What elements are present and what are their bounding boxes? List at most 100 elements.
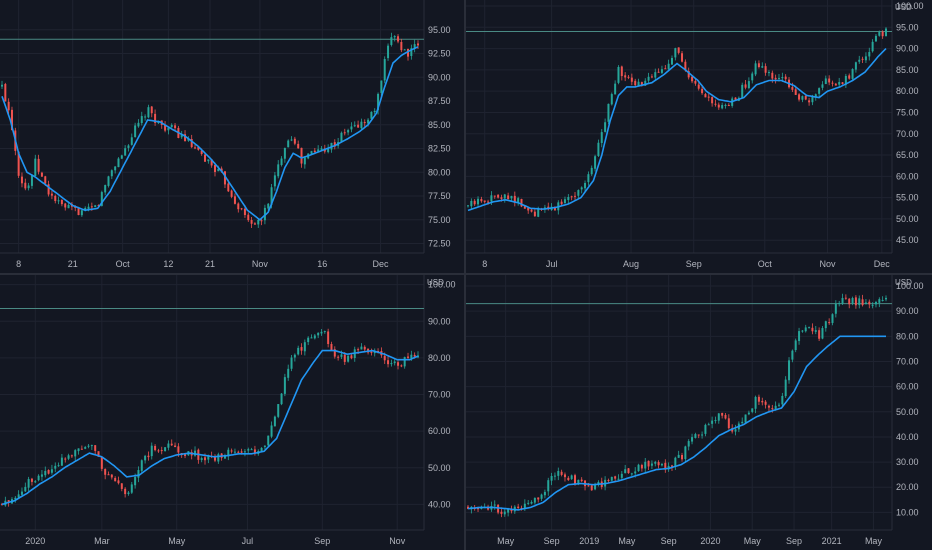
candle-body (701, 434, 704, 436)
candle-body (40, 474, 43, 477)
candle-body (50, 469, 53, 473)
candle-body (97, 205, 100, 207)
candle-body (714, 420, 717, 422)
candle-body (343, 132, 346, 134)
y-tick-label: 45.00 (896, 235, 919, 245)
candle-body (363, 346, 366, 350)
candle-body (640, 82, 643, 86)
candle-body (107, 176, 110, 186)
candle-body (327, 148, 330, 153)
candle-body (861, 299, 864, 306)
candle-body (560, 201, 563, 205)
candle-body (670, 465, 673, 467)
candle-body (834, 303, 837, 314)
candle-body (734, 429, 737, 432)
candle-body (267, 203, 270, 209)
candle-body (383, 59, 386, 81)
candle-body (410, 48, 413, 57)
y-tick-label: 95.00 (428, 25, 451, 35)
candle-body (510, 509, 513, 512)
candle-body (94, 445, 97, 451)
candle-body (597, 142, 600, 156)
pane-divider-horizontal[interactable] (0, 273, 932, 275)
candle-body (520, 198, 523, 207)
candle-body (567, 477, 570, 481)
candle-body (681, 454, 684, 460)
candle-body (417, 43, 419, 46)
candle-body (627, 76, 630, 78)
candle-body (207, 455, 210, 460)
candle-body (370, 111, 373, 119)
candle-body (204, 154, 207, 162)
candle-body (347, 130, 350, 133)
y-tick-label: 90.00 (428, 316, 451, 326)
chart-svg[interactable]: 100.00 90.00 80.00 70.00 60.00 50.00 40.00 30.0… (466, 275, 932, 550)
candle-body (24, 182, 27, 189)
candle-body (367, 119, 370, 124)
candle-body (260, 447, 263, 451)
candle-body (273, 175, 276, 187)
candle-body (864, 56, 867, 61)
candle-body (620, 473, 623, 478)
candle-body (313, 150, 316, 153)
candle-body (493, 504, 496, 506)
x-tick-label: Jul (546, 259, 558, 269)
chart-pane-top-right[interactable]: 100.00 95.00 90.00 85.00 80.00 75.00 70.00 65.0… (466, 0, 932, 273)
candle-body (644, 461, 647, 469)
candle-body (174, 125, 177, 129)
candle-body (84, 447, 87, 449)
candle-body (24, 486, 27, 492)
candle-body (303, 342, 306, 352)
candle-body (470, 200, 473, 207)
candle-body (333, 349, 336, 357)
candle-body (410, 354, 413, 359)
candle-body (567, 197, 570, 201)
candle-body (557, 470, 560, 476)
candle-body (677, 47, 680, 53)
candle-body (878, 32, 881, 36)
candle-body (590, 485, 593, 491)
candle-body (170, 124, 173, 128)
candle-body (694, 434, 697, 438)
currency-label: USD (427, 278, 444, 287)
candle-body (90, 206, 93, 208)
y-tick-label: 65.00 (896, 150, 919, 160)
candle-body (243, 451, 246, 453)
candle-body (523, 206, 526, 209)
chart-svg[interactable]: 100.00 90.00 80.00 70.00 60.00 50.00 40.00 2020… (0, 275, 464, 550)
candle-body (878, 299, 881, 303)
x-tick-label: 21 (68, 259, 78, 269)
candle-body (477, 198, 480, 205)
candle-body (754, 396, 757, 409)
chart-pane-bottom-right[interactable]: 100.00 90.00 80.00 70.00 60.00 50.00 40.00 30.0… (466, 275, 932, 550)
candle-body (497, 194, 500, 198)
y-tick-label: 87.50 (428, 96, 451, 106)
candle-body (124, 488, 127, 495)
candle-body (80, 448, 83, 450)
chart-pane-top-left[interactable]: 95.00 92.50 90.00 87.50 85.00 82.50 80.00 77.50… (0, 0, 464, 273)
candle-body (477, 508, 480, 510)
candle-body (80, 210, 83, 216)
candle-body (223, 456, 226, 459)
candle-body (634, 80, 637, 86)
candle-body (517, 198, 520, 203)
candle-body (260, 220, 263, 222)
candle-body (150, 106, 153, 114)
candle-body (160, 450, 163, 452)
chart-pane-bottom-left[interactable]: 100.00 90.00 80.00 70.00 60.00 50.00 40.00 2020… (0, 275, 464, 550)
candle-body (744, 414, 747, 423)
candle-body (757, 396, 760, 402)
candle-body (844, 75, 847, 85)
candle-body (650, 463, 653, 466)
candle-body (473, 200, 476, 205)
chart-svg[interactable]: 100.00 95.00 90.00 85.00 80.00 75.00 70.00 65.0… (466, 0, 932, 273)
candle-body (744, 84, 747, 88)
candle-body (340, 132, 343, 143)
candle-body (691, 437, 694, 442)
candle-body (517, 506, 520, 509)
chart-svg[interactable]: 95.00 92.50 90.00 87.50 85.00 82.50 80.00 77.50… (0, 0, 464, 273)
candle-body (407, 48, 410, 57)
candle-body (250, 449, 253, 451)
pane-divider-vertical[interactable] (464, 0, 466, 550)
candle-body (788, 360, 791, 381)
